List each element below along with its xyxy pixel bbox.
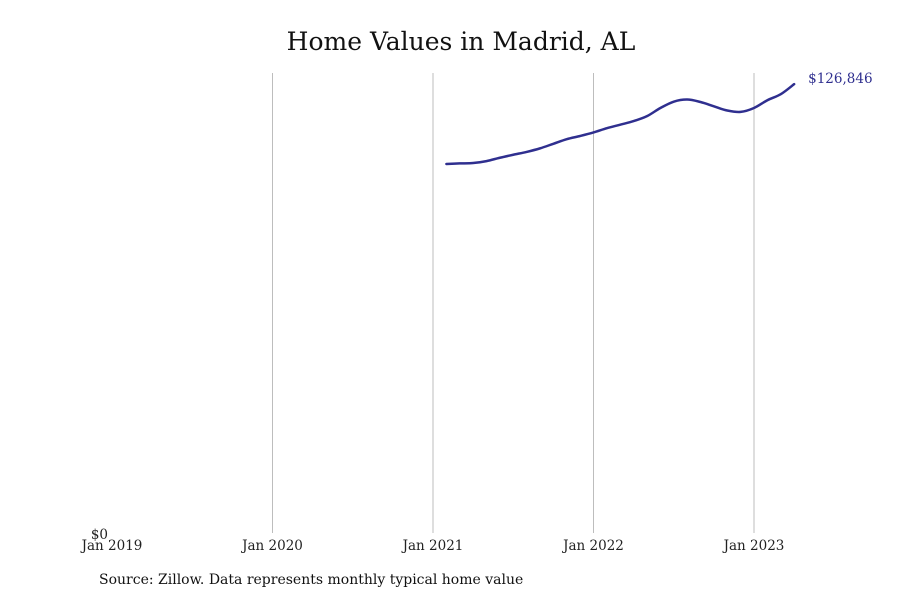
- series-layer: [445, 82, 796, 166]
- source-note: Source: Zillow. Data represents monthly …: [99, 572, 524, 588]
- x-tick-label: Jan 2020: [240, 538, 303, 554]
- x-tick-label: Jan 2022: [561, 538, 624, 554]
- y-tick-label: $0: [91, 527, 108, 543]
- gridlines: [272, 73, 755, 533]
- series-line-0: [445, 82, 796, 166]
- x-tick-label: Jan 2021: [401, 538, 464, 554]
- chart-title: Home Values in Madrid, AL: [286, 27, 636, 56]
- x-tick-label: Jan 2023: [722, 538, 785, 554]
- y-tick-labels: $0: [91, 527, 108, 543]
- x-tick-label: Jan 2019: [80, 538, 143, 554]
- end-label-layer: $126,846: [808, 71, 872, 87]
- x-tick-labels: Jan 2019 Jan 2020 Jan 2021 Jan 2022 Jan 2023: [80, 538, 785, 554]
- end-value-label: $126,846: [808, 71, 872, 87]
